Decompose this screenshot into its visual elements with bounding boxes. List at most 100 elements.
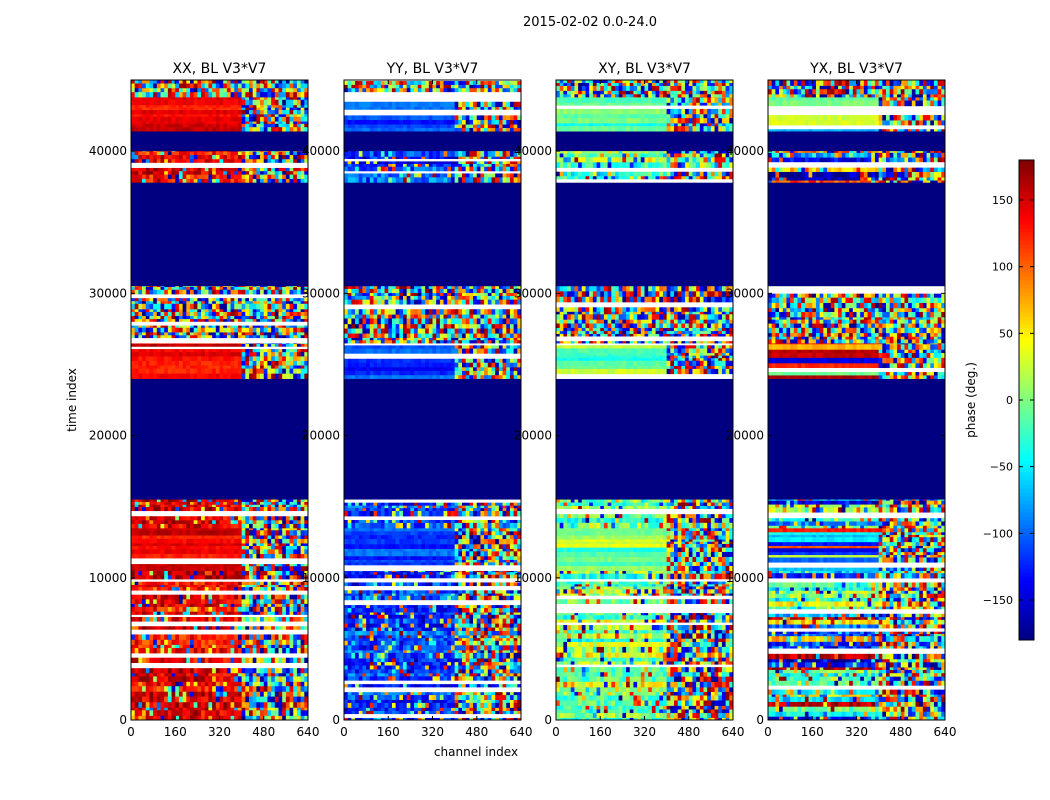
heatmap-cell xyxy=(204,584,209,588)
heatmap-cell xyxy=(182,109,187,115)
heatmap-cell xyxy=(219,515,224,521)
heatmap-cell xyxy=(156,644,161,648)
heatmap-cell xyxy=(252,625,257,630)
heatmap-cell xyxy=(260,691,265,697)
heatmap-cell xyxy=(223,297,228,302)
heatmap-cell xyxy=(160,599,165,604)
heatmap-cell xyxy=(263,662,268,669)
heatmap-cell xyxy=(296,523,302,529)
heatmap-cell xyxy=(226,158,231,163)
heatmap-cell xyxy=(271,109,276,115)
heatmap-cell xyxy=(278,294,283,299)
heatmap-cell xyxy=(223,681,228,687)
heatmap-cell xyxy=(252,289,257,295)
heatmap-cell xyxy=(245,356,250,361)
heatmap-cell xyxy=(164,373,169,379)
heatmap-cell xyxy=(164,549,169,555)
heatmap-cell xyxy=(304,348,308,353)
heatmap-cell xyxy=(178,297,184,302)
heatmap-cell xyxy=(186,343,191,344)
heatmap-cell xyxy=(304,657,308,663)
heatmap-cell xyxy=(145,167,150,172)
heatmap-cell xyxy=(285,681,290,687)
heatmap-cell xyxy=(267,373,272,379)
heatmap-cell xyxy=(201,629,206,635)
heatmap-cell xyxy=(241,575,246,580)
heatmap-cell xyxy=(219,121,224,124)
heatmap-cell xyxy=(193,538,198,544)
heatmap-cell xyxy=(282,87,287,93)
heatmap-cell xyxy=(215,701,220,708)
heatmap-cell xyxy=(171,506,176,512)
heatmap-cell xyxy=(201,334,206,339)
heatmap-cell xyxy=(171,523,176,529)
heatmap-cell xyxy=(274,499,279,502)
heatmap-cell xyxy=(300,707,305,711)
heatmap-cell xyxy=(289,286,294,287)
heatmap-cell xyxy=(271,80,276,84)
heatmap-cell xyxy=(193,107,198,111)
heatmap-cell xyxy=(296,80,302,84)
heatmap-cell xyxy=(223,603,228,607)
heatmap-cell xyxy=(300,520,305,524)
heatmap-cell xyxy=(274,611,279,615)
heatmap-cell xyxy=(230,528,235,531)
heatmap-cell xyxy=(237,504,243,508)
heatmap-cell xyxy=(263,657,268,663)
heatmap-cell xyxy=(234,558,239,565)
heatmap-cell xyxy=(237,523,243,529)
heatmap-cell xyxy=(212,579,217,582)
heatmap-cell xyxy=(182,606,187,612)
heatmap-cell xyxy=(160,123,165,128)
heatmap-cell xyxy=(226,553,231,559)
heatmap-cell xyxy=(285,639,290,645)
heatmap-cell xyxy=(182,565,187,571)
heatmap-cell xyxy=(212,315,217,320)
heatmap-cell xyxy=(274,707,279,711)
heatmap-cell xyxy=(208,107,213,111)
heatmap-cell xyxy=(212,321,217,326)
heatmap-cell xyxy=(212,506,217,512)
heatmap-cell xyxy=(175,535,180,539)
heatmap-cell xyxy=(131,528,136,531)
heatmap-cell xyxy=(300,535,305,539)
heatmap-cell xyxy=(241,528,246,531)
heatmap-cell xyxy=(178,570,184,576)
heatmap-cell xyxy=(186,579,191,582)
heatmap-cell xyxy=(138,701,143,708)
heatmap-cell xyxy=(285,123,290,128)
heatmap-cell xyxy=(219,545,224,550)
heatmap-cell xyxy=(285,80,290,84)
heatmap-cell xyxy=(208,303,213,310)
heatmap-cell xyxy=(241,501,246,505)
heatmap-cell xyxy=(263,523,268,529)
heatmap-cell xyxy=(145,311,150,317)
heatmap-cell xyxy=(193,97,198,100)
heatmap-cell xyxy=(223,667,228,674)
heatmap-cell xyxy=(271,594,276,600)
heatmap-cell xyxy=(252,178,257,183)
heatmap-cell xyxy=(156,346,161,350)
heatmap-cell xyxy=(208,97,213,100)
heatmap-cell xyxy=(201,575,206,580)
heatmap-cell xyxy=(219,294,224,299)
heatmap-cell xyxy=(271,581,276,585)
heatmap-cell xyxy=(131,346,136,350)
heatmap-cell xyxy=(267,346,272,350)
heatmap-cell xyxy=(145,584,150,588)
heatmap-cell xyxy=(190,114,195,117)
heatmap-cell xyxy=(219,501,224,505)
heatmap-cell xyxy=(164,590,169,595)
heatmap-cell xyxy=(234,603,239,607)
heatmap-cell xyxy=(278,343,283,347)
heatmap-cell xyxy=(167,154,172,160)
heatmap-cell xyxy=(215,570,220,576)
heatmap-cell xyxy=(285,332,290,336)
heatmap-cell xyxy=(164,151,169,156)
heatmap-cell xyxy=(252,662,257,669)
heatmap-cell xyxy=(212,351,217,357)
heatmap-cell xyxy=(245,286,250,290)
heatmap-cell xyxy=(193,710,198,716)
heatmap-cell xyxy=(293,334,298,339)
heatmap-cell xyxy=(178,691,184,697)
